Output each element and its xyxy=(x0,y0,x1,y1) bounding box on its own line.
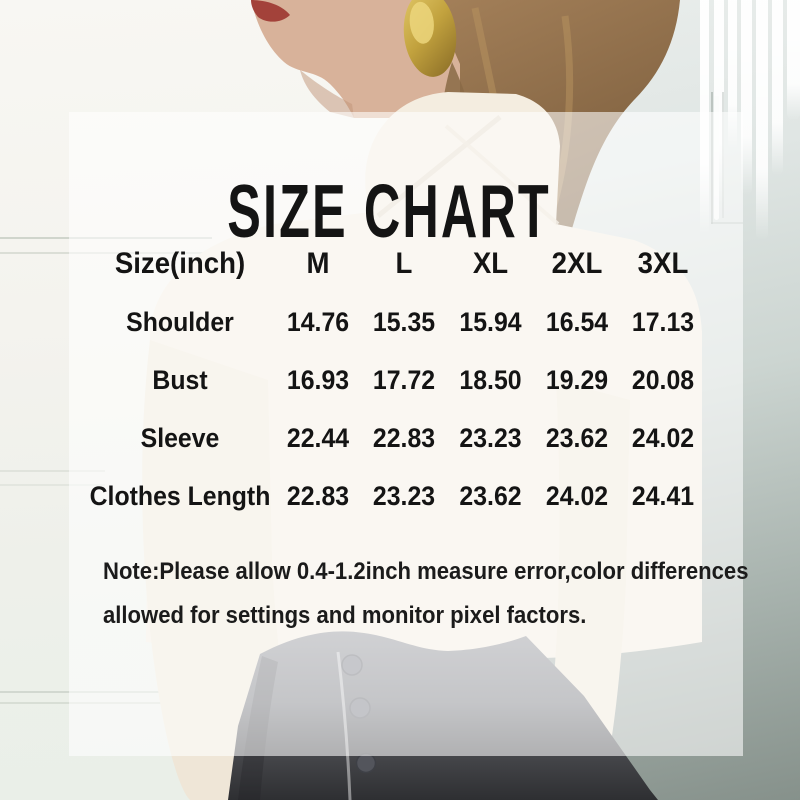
wall-molding xyxy=(756,0,768,240)
size-value: 17.72 xyxy=(372,364,436,395)
size-table-header-cell: L xyxy=(395,247,413,280)
lips xyxy=(251,0,290,22)
size-value: 17.13 xyxy=(631,306,695,337)
size-value: 23.62 xyxy=(459,480,522,511)
wall-molding xyxy=(772,0,783,175)
note-line: Note:Please allow 0.4-1.2inch measure er… xyxy=(103,558,749,585)
size-value: 20.08 xyxy=(631,364,695,395)
size-table-header-cell: XL xyxy=(472,247,509,280)
size-table-header-cell: 2XL xyxy=(551,247,603,280)
wall-molding xyxy=(714,0,724,205)
size-value: 23.23 xyxy=(372,480,436,511)
size-value: 23.62 xyxy=(545,422,609,453)
size-value: 22.44 xyxy=(286,422,350,453)
wall-molding xyxy=(741,0,752,195)
size-value: 24.02 xyxy=(545,480,609,511)
size-value: 23.23 xyxy=(459,422,522,453)
size-value: 14.76 xyxy=(286,306,350,337)
size-chart-title: SIZE CHART xyxy=(227,170,551,255)
wall-molding xyxy=(728,0,737,150)
row-label: Bust xyxy=(152,364,208,395)
note-text: Note:Please allow 0.4-1.2inch measure er… xyxy=(103,550,800,638)
wall-rail xyxy=(0,470,105,472)
size-table-header-cell: Size(inch) xyxy=(114,247,246,280)
wall-molding xyxy=(787,0,800,120)
wall-rail xyxy=(0,484,105,486)
white-overlay-panel xyxy=(69,112,743,756)
row-label: Sleeve xyxy=(140,422,220,453)
size-value: 16.93 xyxy=(286,364,350,395)
size-value: 15.94 xyxy=(459,306,522,337)
size-table-header-cell: M xyxy=(306,247,330,280)
row-label: Shoulder xyxy=(126,306,234,337)
size-value: 24.02 xyxy=(631,422,695,453)
gold-earring xyxy=(403,0,457,77)
neck-shadow xyxy=(300,70,354,118)
size-table: Size(inch) M L XL 2XL 3XL Shoulder 14.76… xyxy=(85,235,706,525)
size-value: 18.50 xyxy=(459,364,522,395)
row-label: Clothes Length xyxy=(89,480,271,511)
size-value: 19.29 xyxy=(545,364,609,395)
size-value: 22.83 xyxy=(286,480,350,511)
size-value: 24.41 xyxy=(631,480,695,511)
note-line: allowed for settings and monitor pixel f… xyxy=(103,602,587,629)
size-value: 15.35 xyxy=(372,306,436,337)
size-table-header-cell: 3XL xyxy=(637,247,689,280)
size-value: 16.54 xyxy=(545,306,609,337)
size-value: 22.83 xyxy=(372,422,436,453)
